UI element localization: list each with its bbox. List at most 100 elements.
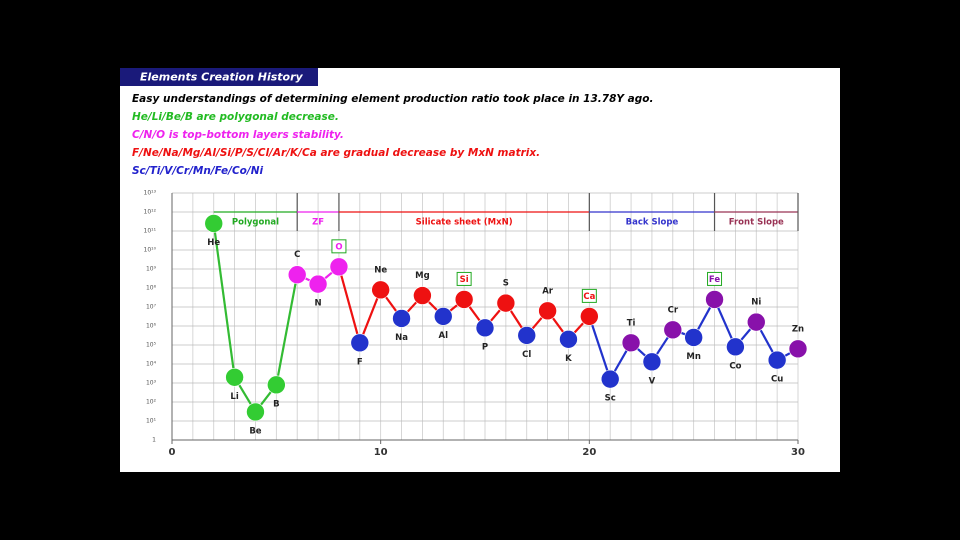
point [371, 280, 390, 300]
y-tick-label: 10² [146, 399, 157, 406]
x-tick-label: 10 [374, 447, 388, 458]
label-box [456, 271, 472, 286]
point-label: Cr [668, 305, 679, 315]
point-label: Cu [771, 375, 783, 385]
y-tick-label: 10⁶ [146, 323, 157, 330]
point-label: Zn [792, 324, 804, 334]
x-tick-label: 20 [582, 447, 596, 458]
point [246, 402, 265, 422]
point [308, 274, 328, 294]
slide-title: Elements Creation History [140, 71, 304, 84]
y-tick-label: 10¹³ [144, 190, 157, 197]
point-label: Be [249, 426, 261, 436]
point-label: He [207, 238, 220, 248]
point-label: N [315, 299, 322, 309]
text-line: Easy understandings of determining eleme… [132, 93, 653, 105]
point-label: Li [230, 392, 238, 402]
point [538, 301, 557, 321]
y-tick-label: 1 [152, 437, 156, 444]
point-label: V [649, 376, 656, 386]
line-segment [275, 274, 299, 386]
region-label: Polygonal [232, 218, 279, 228]
point [767, 350, 787, 370]
region-label: ZF [312, 218, 324, 228]
point [746, 312, 766, 332]
point-label: Na [395, 333, 408, 343]
point-label: Al [439, 331, 449, 341]
point-label: Ca [583, 292, 595, 302]
label-box [707, 271, 723, 286]
point-label: F [357, 357, 363, 367]
point [517, 326, 537, 345]
point [287, 265, 307, 285]
point [413, 286, 432, 305]
y-tick-label: 10¹¹ [144, 228, 157, 235]
point-label: Si [460, 275, 469, 285]
point [726, 337, 745, 357]
point-label: K [565, 354, 572, 364]
y-tick-label: 10⁸ [146, 285, 157, 292]
point-label: Co [729, 361, 741, 371]
title-bar [120, 68, 318, 86]
point-label: P [482, 342, 488, 352]
y-tick-label: 10⁷ [146, 304, 157, 311]
point [600, 369, 620, 389]
line-segment [358, 289, 382, 344]
point [621, 333, 641, 353]
point [454, 290, 474, 309]
point-label: Ar [542, 286, 554, 296]
point [705, 290, 724, 309]
text-line: F/Ne/Na/Mg/Al/Si/P/S/Cl/Ar/K/Ca are grad… [132, 147, 540, 159]
region-label: Back Slope [626, 218, 679, 228]
y-tick-label: 10⁴ [146, 361, 157, 368]
point-label: Cl [522, 350, 531, 360]
text-line: Sc/Ti/V/Cr/Mn/Fe/Co/Ni [132, 165, 264, 177]
slide [120, 68, 840, 472]
point-label: S [503, 279, 509, 289]
point [392, 309, 411, 328]
point-label: Mn [686, 352, 701, 362]
point [350, 333, 370, 353]
y-tick-label: 10¹⁰ [144, 247, 157, 254]
point [684, 328, 703, 347]
text-line: C/N/O is top-bottom layers stability. [132, 129, 344, 141]
label-box [581, 288, 597, 303]
point-label: Ni [751, 298, 761, 308]
point-label: Fe [709, 275, 720, 285]
y-tick-label: 10³ [146, 380, 157, 387]
text-line: He/Li/Be/B are polygonal decrease. [132, 111, 339, 123]
y-tick-label: 10⁵ [146, 342, 157, 349]
point [663, 320, 683, 340]
y-tick-label: 10⁹ [146, 266, 157, 273]
point-label: B [273, 399, 279, 409]
point [225, 367, 244, 387]
region-label: Front Slope [729, 218, 784, 228]
point-label: Mg [415, 271, 430, 281]
point [204, 214, 224, 233]
label-box [331, 239, 347, 254]
point [433, 307, 453, 326]
point [559, 329, 578, 349]
x-tick-label: 0 [169, 447, 176, 458]
point [642, 352, 662, 372]
y-tick-label: 10¹ [146, 418, 157, 425]
point-label: O [335, 242, 342, 252]
point-label: Ti [627, 318, 636, 328]
point-label: Sc [605, 394, 616, 404]
line-segment [588, 316, 612, 380]
region-label: Silicate sheet (MxN) [416, 218, 513, 228]
point-label: Ne [374, 265, 387, 275]
y-tick-label: 10¹² [144, 209, 157, 216]
point [580, 307, 599, 326]
point-label: C [294, 250, 300, 260]
point [267, 375, 286, 395]
point [496, 293, 516, 313]
line-segment [337, 266, 361, 344]
line-segment [212, 223, 236, 378]
x-tick-label: 30 [791, 447, 805, 458]
point [788, 339, 808, 359]
point [475, 318, 495, 338]
point [329, 257, 349, 277]
